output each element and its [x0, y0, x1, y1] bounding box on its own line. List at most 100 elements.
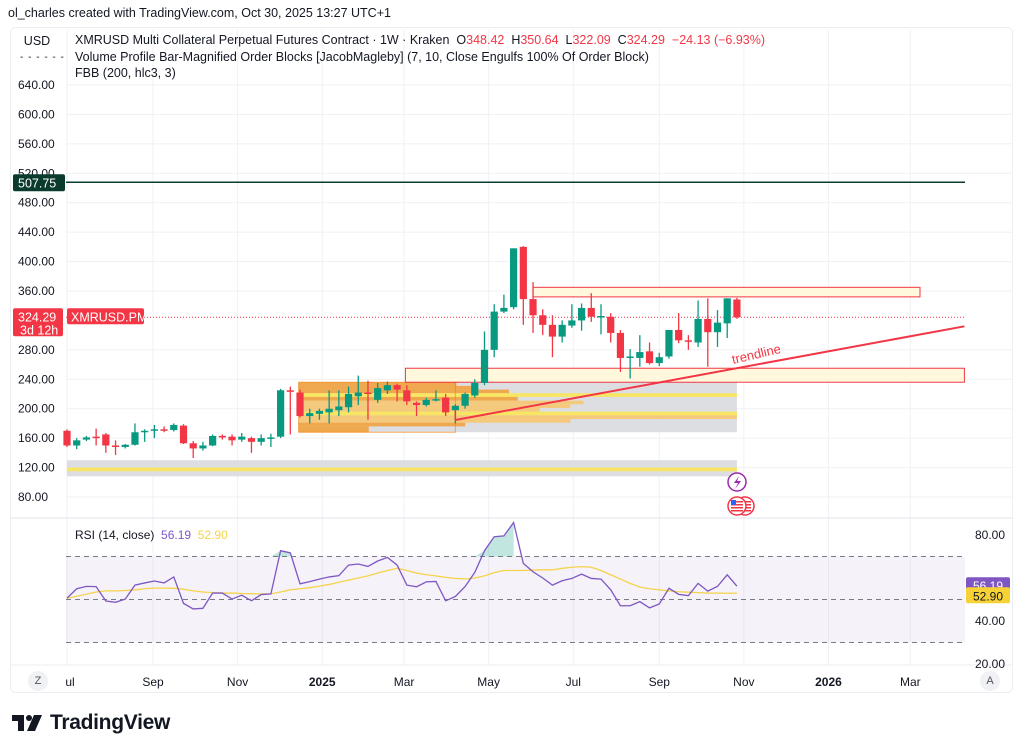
candle-body: [160, 429, 168, 431]
price-tick-label: 560.00: [18, 137, 55, 151]
candle: [238, 432, 246, 442]
price-tick-label: 280.00: [18, 343, 55, 357]
price-tick-label: 240.00: [18, 372, 55, 386]
candle: [121, 444, 129, 449]
candle: [403, 385, 411, 406]
time-tick-label: Sep: [649, 675, 671, 689]
candle-body: [539, 315, 547, 325]
tradingview-logo[interactable]: TradingView: [12, 711, 170, 735]
price-tick-label: 160.00: [18, 431, 55, 445]
candle-body: [412, 402, 421, 406]
auto-scale-button[interactable]: A: [980, 671, 1000, 691]
time-tick-label: May: [477, 675, 500, 689]
candle: [471, 379, 479, 398]
rsi-legend[interactable]: RSI (14, close) 56.19 52.90: [75, 528, 228, 542]
price-tick-label: 440.00: [18, 225, 55, 239]
price-tick-label: 120.00: [18, 461, 55, 475]
candle-body: [306, 413, 314, 417]
symbol-tag: [67, 308, 144, 325]
candle: [675, 313, 683, 344]
low-value: 322.09: [572, 33, 611, 47]
candle: [548, 315, 557, 358]
candle: [558, 320, 566, 343]
event-lightning-icon: [727, 472, 747, 492]
candle-body: [461, 393, 469, 406]
chart-frame: [10, 27, 1013, 693]
rsi-tick-label: 80.00: [975, 528, 1005, 542]
candle-body: [102, 434, 110, 446]
candle: [63, 429, 71, 447]
candle: [704, 298, 712, 367]
candle: [665, 329, 673, 359]
currency-button[interactable]: USD: [14, 30, 60, 52]
candle: [422, 397, 430, 407]
us-flag-icon: [727, 496, 747, 516]
trendline: [455, 325, 965, 422]
candle-body: [131, 432, 139, 445]
candle: [626, 349, 634, 379]
time-tick-label: 2026: [815, 675, 842, 689]
candle: [131, 423, 139, 446]
symbol-title: XMRUSD Multi Collateral Perpetual Future…: [75, 33, 450, 47]
candle-body: [480, 349, 489, 383]
candle: [374, 382, 382, 403]
symbol-legend[interactable]: XMRUSD Multi Collateral Perpetual Future…: [75, 33, 766, 47]
hline-price-tag: [13, 174, 65, 192]
time-tick-label: Nov: [227, 675, 248, 689]
rsi-value: 56.19: [161, 528, 192, 542]
candle-body: [209, 435, 217, 446]
candle-body: [247, 438, 256, 442]
rsi-overbought-fill: [270, 522, 514, 557]
candle: [160, 426, 168, 433]
candle-body: [393, 385, 401, 390]
rsi-band-fill: [66, 556, 965, 643]
candle-body: [189, 443, 197, 449]
candle-body: [82, 437, 91, 440]
rsi-tick-label: 20.00: [975, 657, 1005, 671]
volume-profile-row: [298, 419, 571, 423]
indicator-legend-fbb[interactable]: FBB (200, hlc3, 3): [75, 66, 176, 80]
rsi-ma-value: 52.90: [197, 528, 228, 542]
high-value: 350.64: [520, 33, 559, 47]
flag-canton: [731, 500, 736, 505]
candle: [199, 441, 207, 451]
candle: [694, 300, 702, 347]
candle: [412, 401, 421, 417]
rsi-line: [66, 521, 738, 610]
time-tick-label: Jul: [566, 675, 581, 689]
candle-body: [500, 307, 508, 312]
open-value: 348.42: [466, 33, 505, 47]
time-axis: Jul Sep Nov 2025 Mar May Jul Sep Nov 2026 Mar: [66, 675, 921, 689]
candle: [393, 383, 401, 402]
candle: [577, 303, 586, 331]
candle-body: [170, 424, 178, 431]
volume-profile-row: [298, 415, 737, 420]
indicator-legend-order-blocks[interactable]: Volume Profile Bar-Magnified Order Block…: [75, 50, 649, 64]
candle-body: [471, 382, 479, 396]
candle: [296, 389, 304, 418]
candle-body: [684, 340, 692, 342]
candle-body: [141, 430, 149, 433]
candle: [209, 434, 217, 447]
candle: [684, 335, 692, 350]
change-value: −24.13 (−6.93%): [671, 33, 766, 47]
candle: [539, 309, 547, 336]
candle-body: [432, 399, 440, 401]
candle: [257, 434, 265, 446]
candle-body: [296, 392, 304, 417]
candle: [286, 386, 294, 435]
bar-countdown-label: 3d 12h: [20, 323, 58, 337]
candle: [315, 408, 324, 420]
price-tick-label: 600.00: [18, 107, 55, 121]
candle-body: [218, 435, 226, 438]
candle-body: [558, 324, 566, 337]
candle: [92, 428, 100, 446]
candle: [354, 375, 362, 406]
candle: [247, 436, 256, 453]
zoom-reset-button[interactable]: Z: [28, 671, 48, 691]
candle: [383, 381, 391, 394]
flag-stripe: [731, 501, 743, 503]
volume-profile-row: [67, 467, 737, 472]
volume-profile-row: [298, 411, 737, 416]
